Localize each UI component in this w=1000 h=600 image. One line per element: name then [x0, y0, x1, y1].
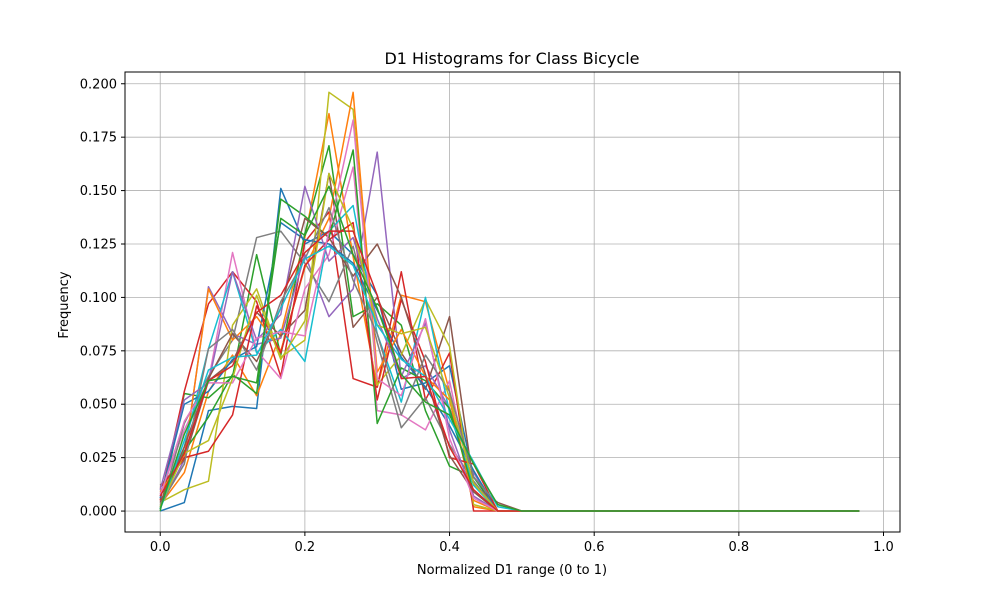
series-line-14 — [159, 221, 860, 512]
series-line-22 — [159, 185, 860, 512]
x-tick-label: 0.6 — [584, 540, 605, 555]
x-tick-label: 0.4 — [439, 540, 460, 555]
y-tick-label: 0.025 — [80, 451, 117, 466]
series-line-10 — [159, 204, 860, 512]
y-tick-label: 0.200 — [80, 77, 117, 92]
series-line-20 — [159, 245, 860, 512]
axis-ticks: 0.0 0.2 0.4 0.6 0.8 1.0 0.000 0.025 0.050 0.075 0.… — [80, 77, 894, 555]
y-tick-label: 0.050 — [80, 398, 117, 413]
y-tick-label: 0.175 — [80, 131, 117, 146]
y-tick-label: 0.000 — [80, 505, 117, 520]
x-tick-label: 1.0 — [873, 540, 894, 555]
x-axis-label: Normalized D1 range (0 to 1) — [417, 563, 607, 578]
plot-frame — [124, 71, 901, 533]
y-tick-label: 0.100 — [80, 291, 117, 306]
grid — [125, 72, 900, 532]
y-tick-label: 0.150 — [80, 184, 117, 199]
chart-title: D1 Histograms for Class Bicycle — [384, 49, 639, 68]
x-tick-label: 0.8 — [729, 540, 750, 555]
y-tick-label: 0.075 — [80, 344, 117, 359]
y-axis-label: Frequency — [57, 271, 72, 338]
series-line-17 — [159, 119, 860, 512]
x-tick-label: 0.0 — [150, 540, 171, 555]
y-tick-label: 0.125 — [80, 237, 117, 252]
series-lines — [159, 91, 860, 512]
series-line-21 — [159, 230, 860, 512]
x-tick-label: 0.2 — [295, 540, 316, 555]
series-line-8 — [159, 230, 860, 512]
series-line-18 — [159, 206, 860, 512]
series-line-16 — [159, 217, 860, 512]
series-line-1 — [159, 187, 860, 512]
series-line-11 — [159, 221, 860, 512]
